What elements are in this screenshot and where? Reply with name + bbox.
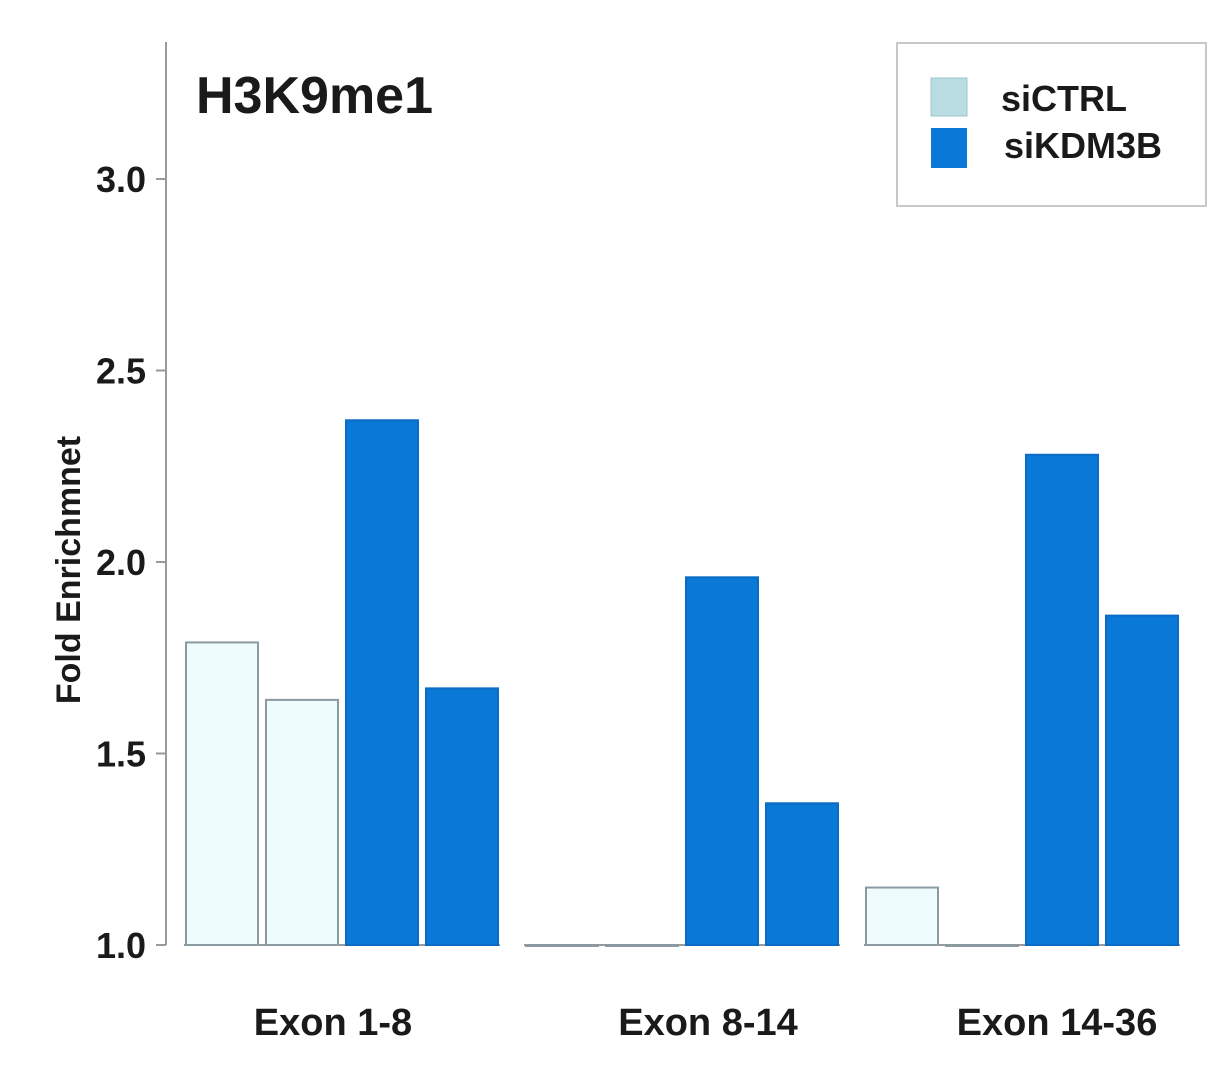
y-tick-label: 1.0 (96, 925, 146, 966)
legend: siCTRL siKDM3B (896, 42, 1207, 207)
bar-sictrl-3-2 (945, 944, 1019, 947)
y-tick-label: 2.5 (96, 351, 146, 392)
legend-label-sikdm3b: siKDM3B (1004, 125, 1162, 166)
legend-swatch-sictrl (930, 77, 968, 117)
bar-sikdm3b-1-2 (425, 687, 499, 946)
y-tick-label: 3.0 (96, 159, 146, 200)
bar-sictrl-2-2 (605, 944, 679, 947)
legend-label-sictrl: siCTRL (1001, 78, 1127, 119)
legend-swatch-sikdm3b (931, 128, 967, 168)
legend-box (896, 42, 1207, 207)
category-label: Exon 8-14 (618, 1002, 798, 1044)
bar-sictrl-2-1 (525, 944, 599, 947)
bar-sikdm3b-3-2 (1105, 614, 1179, 946)
category-label: Exon 14-36 (957, 1002, 1158, 1044)
bar-sictrl-1-1 (185, 641, 259, 946)
y-axis-label: Fold Enrichmnet (50, 436, 88, 704)
y-tick-label: 1.5 (96, 734, 146, 775)
category-label: Exon 1-8 (254, 1002, 412, 1044)
y-axis-ticks: 1.0 1.5 2.0 2.5 3.0 (96, 159, 166, 966)
chart-title: H3K9me1 (196, 67, 433, 125)
bar-sikdm3b-3-1 (1025, 453, 1099, 946)
y-tick-label: 2.0 (96, 542, 146, 583)
category-labels: Exon 1-8 Exon 8-14 Exon 14-36 (254, 1002, 1158, 1044)
bar-sikdm3b-2-2 (765, 802, 839, 946)
bar-sictrl-1-2 (265, 698, 339, 946)
bar-sictrl-3-1 (865, 886, 939, 946)
bars (185, 419, 1179, 947)
bar-sikdm3b-1-1 (345, 419, 419, 947)
bar-sikdm3b-2-1 (685, 576, 759, 946)
